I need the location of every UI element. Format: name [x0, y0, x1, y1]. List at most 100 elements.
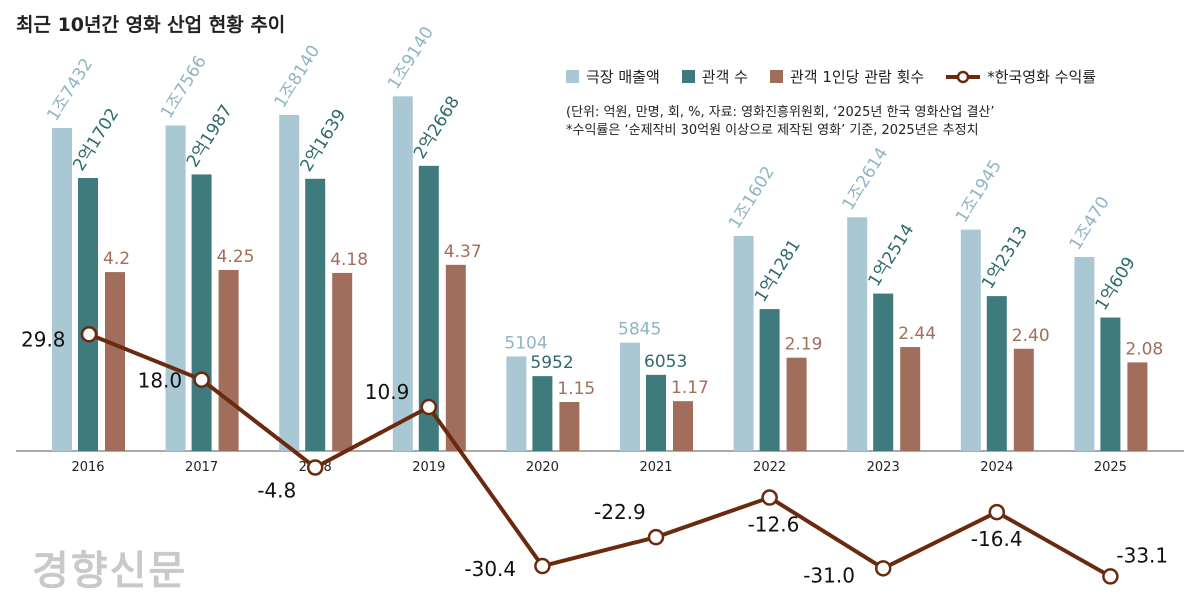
legend-item-revenue: 극장 매출액 [566, 66, 660, 87]
x-tick-label: 2023 [867, 460, 900, 475]
bar-1 [418, 165, 439, 452]
bar-label: 5952 [530, 353, 573, 373]
return-point [534, 557, 551, 575]
return-point [193, 371, 210, 388]
bar-label: 1억2514 [864, 220, 918, 290]
bar-label: 1조7566 [157, 52, 211, 122]
return-point [761, 489, 778, 506]
bar-2 [445, 264, 466, 451]
x-tick-label: 2020 [526, 460, 559, 475]
bar-2 [218, 269, 239, 451]
bar-label: 2.19 [785, 335, 823, 355]
bar-label: 4.2 [103, 249, 130, 269]
return-label: -22.9 [594, 500, 646, 524]
bar-1 [759, 309, 780, 451]
bar-0 [506, 356, 527, 451]
bar-0 [733, 236, 754, 451]
return-point [420, 398, 438, 416]
return-point [874, 560, 892, 577]
bar-2 [1013, 348, 1034, 451]
x-tick-label: 2022 [753, 460, 786, 475]
bar-label: 1억609 [1092, 254, 1140, 315]
return-point [80, 326, 98, 343]
bar-label: 2억1639 [296, 106, 350, 176]
chart-title: 최근 10년간 영화 산업 현황 추이 [16, 14, 286, 36]
bar-2 [559, 402, 580, 451]
bar-label: 1조1945 [952, 157, 1006, 227]
bar-label: 1.17 [671, 378, 709, 398]
bar-label: 5104 [504, 333, 547, 353]
bar-label: 4.37 [444, 242, 482, 262]
bar-2 [900, 347, 921, 451]
legend-item-audience: 관객 수 [681, 66, 748, 87]
bar-0 [620, 342, 640, 451]
bar-1 [305, 178, 326, 452]
return-label: 10.9 [365, 380, 410, 404]
return-point [306, 459, 324, 476]
bar-label: 1조470 [1066, 193, 1114, 254]
bar-2 [105, 272, 125, 451]
bar-label: 1억2313 [978, 223, 1032, 293]
bar-label: 6053 [644, 352, 687, 372]
bar-0 [847, 217, 868, 451]
chart-notes: (단위: 억원, 만명, 회, %, 자료: 영화진흥위원회, ‘2025년 한… [566, 105, 995, 138]
bar-0 [165, 125, 186, 452]
bar-2 [786, 357, 807, 451]
bar-0 [1074, 256, 1095, 451]
bar-1 [532, 376, 553, 451]
return-label: 18.0 [138, 369, 183, 393]
bar-2 [1127, 362, 1148, 451]
bar-1 [191, 174, 212, 451]
return-point [647, 528, 665, 546]
return-label: -12.6 [748, 513, 800, 537]
legend-item-return: *한국영화 수익률 [946, 66, 1096, 87]
bar-label: 1조7432 [43, 55, 97, 125]
bar-label: 1조2614 [838, 144, 892, 214]
bar-label: 2억1987 [183, 101, 237, 171]
bar-label: 1조1602 [725, 163, 779, 233]
legend-item-frequency: 관객 1인당 관람 횟수 [769, 66, 924, 87]
bar-label: 1.15 [557, 379, 595, 399]
bar-1 [1100, 317, 1121, 451]
bar-label: 5845 [618, 320, 661, 340]
x-tick-label: 2021 [639, 460, 672, 475]
return-point [1102, 568, 1119, 585]
bar-label: 2억1702 [69, 105, 123, 175]
bar-label: 2.08 [1125, 339, 1163, 359]
return-label: 29.8 [21, 327, 66, 351]
x-tick-label: 2017 [185, 460, 218, 475]
bar-1 [986, 296, 1007, 451]
bar-0 [279, 114, 300, 452]
bar-label: 2.44 [898, 324, 936, 344]
x-tick-label: 2019 [412, 460, 445, 475]
bar-2 [332, 272, 353, 451]
bar-2 [673, 401, 693, 451]
bar-0 [392, 96, 413, 451]
bar-1 [873, 293, 894, 451]
bar-1 [646, 374, 666, 451]
bar-label: 4.25 [217, 247, 255, 267]
bar-0 [52, 127, 72, 451]
x-tick-label: 2016 [71, 460, 104, 475]
x-tick-label: 2025 [1094, 460, 1127, 475]
return-label: -33.1 [1116, 543, 1168, 567]
bar-label: 1억1281 [751, 236, 805, 306]
return-label: -4.8 [257, 478, 296, 502]
return-line [88, 332, 1112, 579]
legend: 극장 매출액 관객 수 관객 1인당 관람 횟수 *한국영화 수익률 [566, 66, 1096, 87]
x-tick-label: 2024 [980, 460, 1013, 475]
return-label: -30.4 [464, 557, 516, 581]
return-label: -16.4 [971, 527, 1023, 551]
return-point [988, 503, 1006, 521]
bar-0 [960, 229, 981, 451]
logo: 경향신문 [32, 548, 188, 594]
bar-label: 1조9140 [384, 23, 438, 93]
bar-1 [78, 177, 98, 452]
return-label: -31.0 [803, 563, 855, 587]
bar-label: 1조8140 [270, 42, 324, 112]
bar-label: 2.40 [1012, 326, 1050, 346]
bar-label: 4.18 [330, 250, 368, 270]
bar-label: 2억2668 [410, 93, 464, 163]
